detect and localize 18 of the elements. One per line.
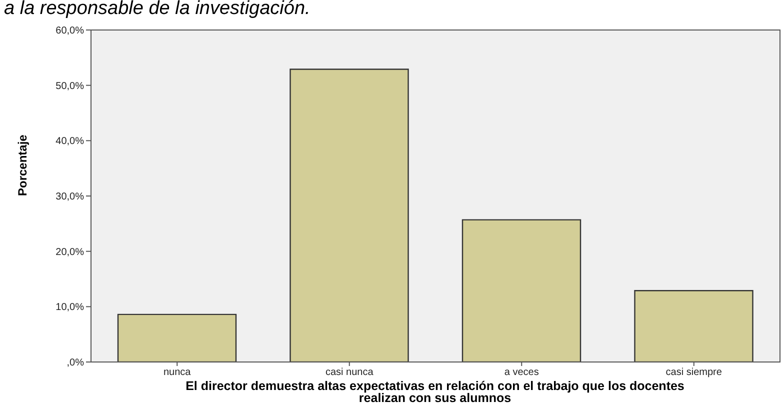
bar bbox=[117, 314, 237, 362]
bar bbox=[634, 290, 754, 362]
x-tick-label: casi nunca bbox=[325, 367, 374, 378]
y-tick-label: 30,0% bbox=[56, 192, 84, 203]
x-tick-label: nunca bbox=[164, 367, 192, 378]
y-tick-label: 40,0% bbox=[56, 136, 84, 148]
x-tick-label: casi siempre bbox=[666, 367, 722, 378]
y-tick-label: 10,0% bbox=[56, 302, 84, 314]
y-tick-label: 60,0% bbox=[56, 26, 84, 37]
y-tick-label: ,0% bbox=[66, 358, 84, 369]
y-axis-title: Porcentaje bbox=[15, 134, 30, 196]
x-axis-title: El director demuestra altas expectativas en relación con el trabajo que los docentes realizan con sus alumnos bbox=[184, 379, 686, 405]
y-tick-label: 20,0% bbox=[56, 246, 84, 258]
x-tick-label: a veces bbox=[504, 367, 539, 378]
bar bbox=[462, 219, 582, 362]
y-tick-label: 50,0% bbox=[56, 80, 84, 92]
bar bbox=[290, 68, 409, 362]
text: a la responsable de la investigación. bbox=[4, 0, 310, 20]
